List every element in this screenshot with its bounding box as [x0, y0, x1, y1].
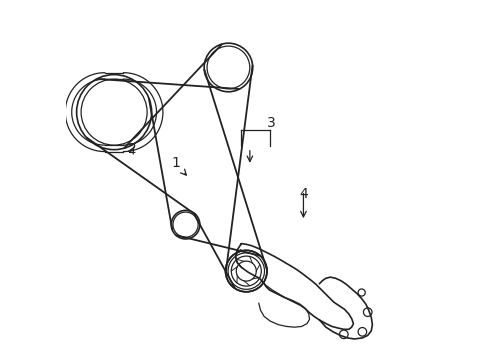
Text: 1: 1 — [171, 157, 186, 175]
Text: 3: 3 — [266, 116, 275, 130]
Text: 2: 2 — [128, 142, 137, 156]
Text: 4: 4 — [299, 187, 307, 201]
